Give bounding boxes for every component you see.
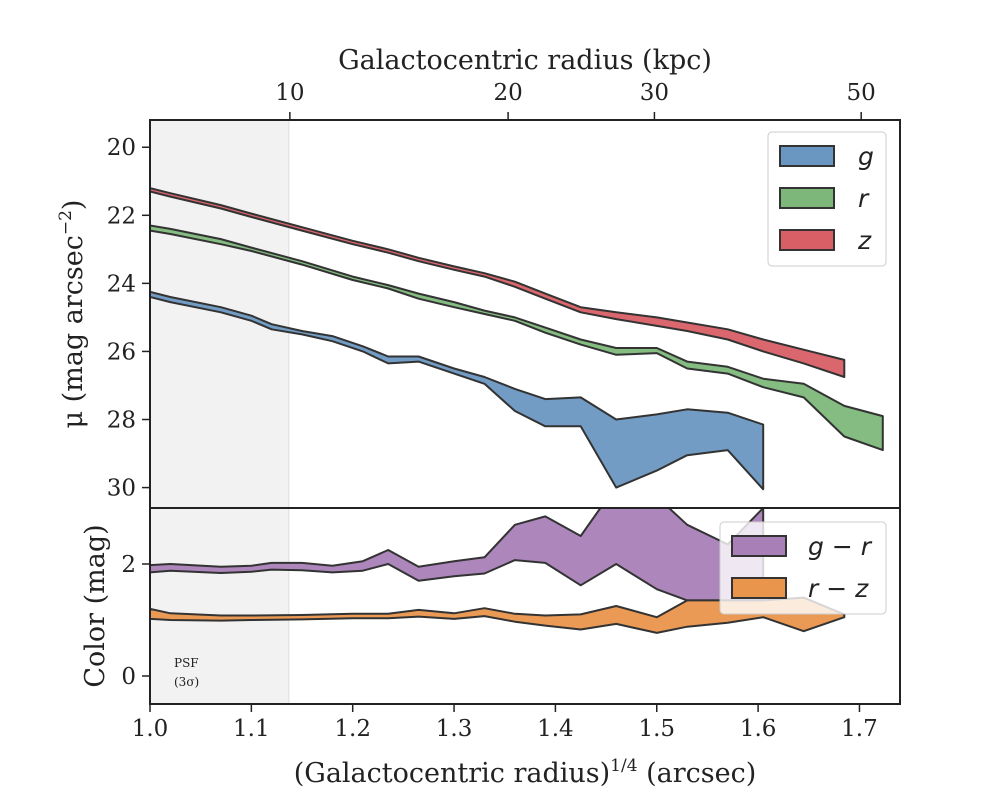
- color-y-tick-label: 2: [121, 552, 136, 578]
- sb-y-ticks: 20 22 24 26 28 30: [107, 135, 150, 502]
- x-tick-label: 1.3: [436, 716, 473, 742]
- x-axis-label-unit: (arcsec): [638, 758, 757, 789]
- legend-label-r: r: [858, 184, 870, 213]
- top-kpc-tick-label: 30: [640, 80, 669, 106]
- x-tick-label: 1.7: [841, 716, 878, 742]
- legend-swatch-z: [779, 229, 835, 251]
- x-tick-label: 1.1: [233, 716, 270, 742]
- sb-y-tick-label: 26: [107, 339, 136, 365]
- psf-shaded-region-bottom: [149, 507, 290, 705]
- x-axis-label: (Galactocentric radius)1/4 (arcsec): [294, 756, 757, 789]
- x-tick-label: 1.6: [740, 716, 777, 742]
- legend-label-g: g: [858, 142, 874, 171]
- legend-swatch-g-r: [731, 535, 787, 557]
- legend-swatch-r: [779, 187, 835, 209]
- x-axis-label-sup: 1/4: [610, 756, 637, 776]
- color-y-axis-label: Color (mag): [80, 524, 111, 687]
- sb-y-axis-label-end: ): [58, 200, 89, 211]
- color-y-tick-label: 0: [121, 664, 136, 690]
- x-tick-label: 1.0: [132, 716, 169, 742]
- psf-note-line2: (3σ): [174, 675, 199, 689]
- x-axis-label-main: (Galactocentric radius): [294, 758, 610, 789]
- sb-y-tick-label: 20: [107, 135, 136, 161]
- sb-y-tick-label: 28: [107, 408, 136, 434]
- sb-y-tick-label: 24: [107, 271, 136, 297]
- sb-y-tick-label: 30: [107, 476, 136, 502]
- x-ticks: 1.0 1.1 1.2 1.3 1.4 1.5 1.6 1.7: [132, 704, 878, 742]
- x-tick-label: 1.4: [537, 716, 574, 742]
- color-legend: g − r r − z: [719, 521, 887, 615]
- top-kpc-tick-label: 50: [847, 80, 876, 106]
- top-kpc-tick-label: 10: [275, 80, 304, 106]
- sb-bands: [150, 187, 884, 491]
- psf-shaded-region-top: [149, 119, 290, 509]
- top-kpc-tick-label: 20: [493, 80, 522, 106]
- top-kpc-ticks: 10 20 30 50: [275, 80, 876, 120]
- sb-legend: g r z: [767, 131, 887, 267]
- color-y-ticks: 02: [121, 552, 150, 690]
- psf-note-line1: PSF: [174, 656, 199, 670]
- legend-label-r-z: r − z: [808, 574, 869, 603]
- top-x-axis-label: Galactocentric radius (kpc): [338, 45, 712, 76]
- sb-y-tick-label: 22: [107, 203, 136, 229]
- color-frame: [149, 507, 901, 705]
- sb-y-axis-label-main: μ (mag arcsec: [58, 235, 89, 428]
- sb-panel: 20 22 24 26 28 30 10 20 30 50 g r z Galactocentr…: [56, 45, 901, 509]
- legend-label-g-r: g − r: [808, 532, 873, 561]
- legend-label-z: z: [857, 226, 872, 255]
- x-tick-label: 1.5: [638, 716, 675, 742]
- sb-y-axis-label-sup: −2: [56, 210, 76, 235]
- color-panel: 02 1.0 1.1 1.2 1.3 1.4 1.5 1.6 1.7 g − r r − z …: [80, 507, 901, 789]
- band-z: [150, 187, 846, 378]
- band-g: [150, 290, 765, 491]
- band-r-z: [150, 596, 846, 634]
- legend-swatch-g: [779, 145, 835, 167]
- band-r: [150, 224, 884, 452]
- legend-swatch-r-z: [731, 577, 787, 599]
- sb-y-axis-label: μ (mag arcsec−2): [56, 200, 89, 429]
- x-tick-label: 1.2: [334, 716, 371, 742]
